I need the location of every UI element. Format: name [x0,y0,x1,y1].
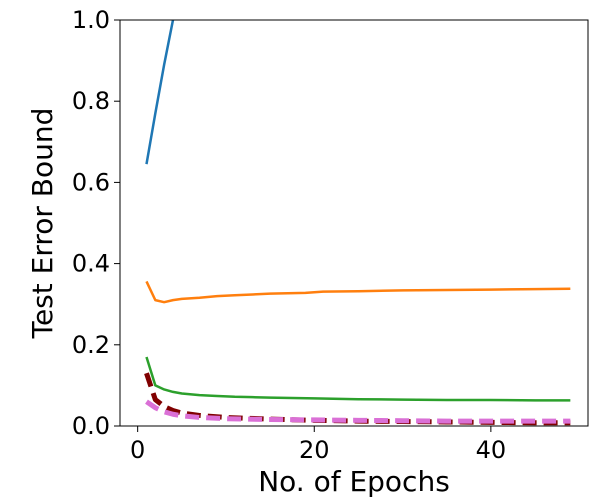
series-line-4 [144,372,571,426]
y-tick-label: 0.8 [72,87,110,115]
y-tick-label: 0.4 [72,250,110,278]
x-tick-label: 40 [476,436,507,464]
x-axis-ticks: 0 20 40 [130,426,506,464]
y-tick-label: 0.2 [72,331,110,359]
y-axis-ticks: 0.0 0.2 0.4 0.6 0.8 1.0 [72,6,120,440]
y-tick-label: 1.0 [72,6,110,34]
series-layer [144,20,571,426]
x-tick-label: 0 [130,436,145,464]
y-tick-label: 0.6 [72,168,110,196]
y-axis-label: Test Error Bound [26,108,59,340]
x-tick-label: 20 [299,436,330,464]
series-line-5 [145,399,571,424]
y-tick-label: 0.0 [72,412,110,440]
plot-frame [119,19,589,427]
plot-background [120,20,588,426]
series-line-3 [145,356,571,402]
series-line-2 [145,280,571,304]
series-line-1 [145,20,175,165]
x-axis-label: No. of Epochs [258,465,450,498]
